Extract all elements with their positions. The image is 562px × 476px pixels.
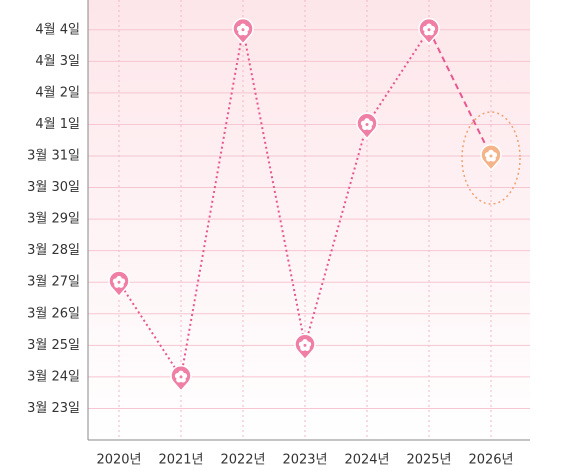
x-tick-label: 2023년	[282, 453, 327, 468]
marker-center	[179, 375, 183, 379]
marker	[108, 270, 130, 298]
y-tick-label: 3월 24일	[27, 369, 80, 384]
y-tick-label: 4월 4일	[35, 22, 80, 37]
y-tick-label: 3월 29일	[27, 212, 80, 227]
marker-center	[117, 280, 121, 284]
y-tick-label: 3월 25일	[27, 338, 80, 353]
y-tick-label: 3월 26일	[27, 306, 80, 321]
marker	[418, 17, 440, 45]
x-tick-label: 2026년	[468, 453, 513, 468]
y-tick-label: 3월 27일	[27, 275, 80, 290]
series-line	[428, 29, 492, 157]
y-tick-label: 4월 2일	[35, 85, 80, 100]
marker	[170, 365, 192, 393]
marker-center	[365, 122, 369, 126]
marker-petal	[180, 376, 186, 383]
marker	[480, 144, 502, 172]
x-tick-label: 2022년	[220, 453, 265, 468]
x-tick-label: 2025년	[406, 453, 451, 468]
y-tick-label: 3월 31일	[27, 149, 80, 164]
x-tick-label: 2021년	[158, 453, 203, 468]
marker-center	[241, 28, 245, 32]
marker-petal	[174, 373, 181, 379]
y-tick-label: 3월 30일	[27, 180, 80, 195]
plot-background	[88, 0, 530, 440]
marker-petal	[298, 341, 305, 348]
marker-petal	[366, 124, 372, 131]
marker-petal	[422, 25, 429, 32]
y-tick-label: 3월 23일	[27, 401, 80, 416]
marker	[232, 17, 254, 45]
marker-petal	[428, 29, 434, 36]
y-tick-label: 4월 1일	[35, 117, 80, 132]
marker-center	[427, 28, 431, 32]
marker-center	[303, 343, 307, 347]
x-tick-label: 2020년	[96, 453, 141, 468]
marker	[356, 112, 378, 140]
marker-petal	[304, 345, 310, 351]
marker-petal	[484, 152, 491, 158]
marker-petal	[236, 25, 243, 32]
y-tick-label: 4월 3일	[35, 54, 80, 69]
series-line	[118, 29, 430, 380]
marker	[294, 333, 316, 361]
marker-petal	[112, 278, 119, 284]
marker-petal	[490, 156, 496, 162]
forecast-highlight	[461, 111, 521, 205]
x-tick-label: 2024년	[344, 453, 389, 468]
marker-petal	[360, 120, 367, 127]
marker-petal	[118, 282, 124, 288]
marker-center	[489, 154, 493, 158]
y-tick-label: 3월 28일	[27, 243, 80, 258]
marker-petal	[242, 29, 248, 36]
